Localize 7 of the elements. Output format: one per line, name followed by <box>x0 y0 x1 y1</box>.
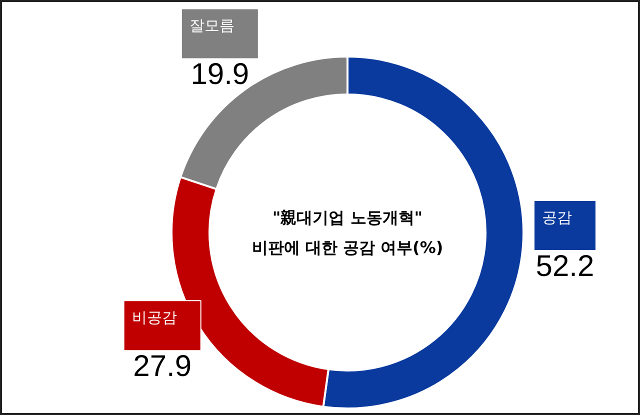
data-label: 52.2 <box>536 250 594 284</box>
text: "親대기업 노동개혁" 비판에 대한 공감 여부(%) <box>252 208 444 258</box>
slice-label: 잘모름 <box>189 16 234 35</box>
data-label: 19.9 <box>190 58 250 92</box>
data-label: 27.9 <box>133 350 192 384</box>
slice-label: 공감 <box>542 208 572 227</box>
slice-label: 비공감 <box>132 308 177 327</box>
